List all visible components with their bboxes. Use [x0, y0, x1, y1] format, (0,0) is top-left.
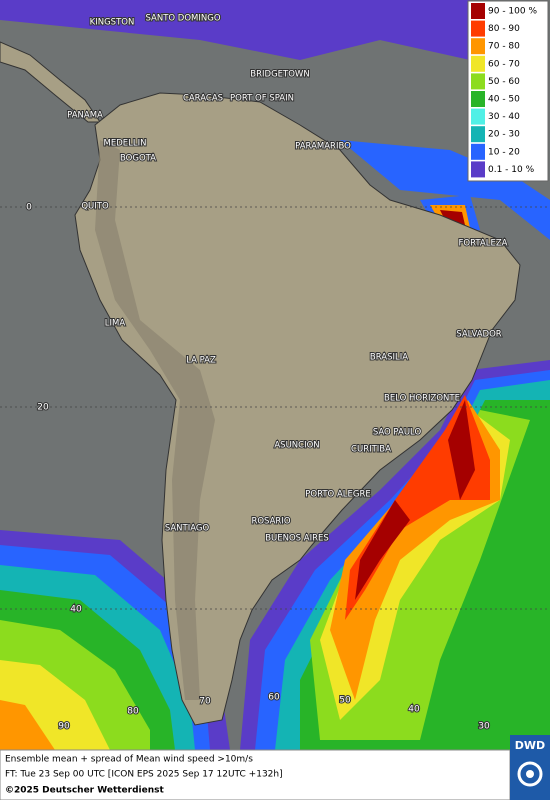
- city-label: BOGOTA: [120, 154, 156, 164]
- wind-areas: [0, 0, 550, 750]
- city-label: ASUNCION: [274, 441, 319, 451]
- lon-label: 80: [127, 707, 139, 717]
- central-america: [0, 41, 101, 123]
- lat-label: 20: [37, 403, 49, 413]
- legend-label: 70 - 80: [488, 42, 520, 52]
- city-label: SANTIAGO: [165, 524, 210, 534]
- city-label: LA PAZ: [186, 356, 216, 366]
- city-label: MEDELLIN: [104, 139, 147, 149]
- grid-lines: [0, 206, 550, 610]
- lon-label: 60: [268, 693, 280, 703]
- legend-label: 80 - 90: [488, 24, 520, 34]
- logo-swirl: [517, 761, 543, 787]
- legend-swatch: [471, 126, 485, 143]
- lon-label: 30: [478, 722, 490, 732]
- legend-label: 50 - 60: [488, 77, 520, 87]
- legend-label: 40 - 50: [488, 95, 520, 105]
- legend-label: 0.1 - 10 %: [488, 165, 535, 175]
- legend-swatch: [471, 91, 485, 107]
- city-label: BRIDGETOWN: [250, 70, 309, 80]
- andes: [95, 140, 215, 700]
- footer-box: [0, 749, 511, 800]
- lon-label: 90: [58, 722, 70, 732]
- legend-label: 60 - 70: [488, 59, 520, 69]
- city-label: BELO HORIZONTE: [384, 394, 460, 404]
- city-label: PORTO ALEGRE: [305, 490, 370, 500]
- city-label: FORTALEZA: [459, 239, 508, 249]
- legend-swatch: [471, 108, 485, 125]
- lon-label: 70: [199, 697, 211, 707]
- city-label: ROSARIO: [251, 517, 290, 527]
- lat-label: 40: [70, 605, 82, 615]
- legend-swatch: [471, 3, 485, 19]
- legend: 90 - 100 % 80 - 90 70 - 80 60 - 70 50 - 60 40…: [467, 0, 549, 182]
- lon-label: 50: [339, 696, 351, 706]
- legend-label: 20 - 30: [488, 130, 520, 140]
- legend-swatch: [471, 143, 485, 160]
- footer-line: ©2025 Deutscher Wetterdienst: [5, 786, 164, 796]
- legend-swatch: [471, 20, 485, 37]
- legend-label: 30 - 40: [488, 112, 520, 122]
- city-label: PANAMA: [67, 111, 103, 121]
- city-label: CARACAS: [183, 94, 223, 104]
- city-label: BRASILIA: [370, 353, 408, 363]
- legend-label: 10 - 20: [488, 147, 520, 157]
- city-label: PARAMARIBO: [295, 142, 351, 152]
- logo-box: [510, 735, 550, 800]
- lon-label: 40: [408, 705, 420, 715]
- footer-line: Ensemble mean + spread of Mean wind spee…: [5, 755, 253, 765]
- labels: KINGSTON SANTO DOMINGO BRIDGETOWN CARACAS PO…: [25, 13, 509, 733]
- footer-line: FT: Tue 23 Sep 00 UTC [ICON EPS 2025 Sep…: [5, 770, 283, 780]
- lat-label: 0: [26, 203, 32, 213]
- legend-swatch: [471, 73, 485, 90]
- city-label: LIMA: [105, 319, 126, 329]
- legend-swatch: [471, 161, 485, 178]
- city-label: SALVADOR: [456, 330, 501, 340]
- city-label: CURITIBA: [351, 445, 391, 455]
- logo-swirl: [526, 770, 534, 778]
- city-label: KINGSTON: [90, 18, 135, 28]
- legend-swatch: [471, 38, 485, 55]
- city-label: PORT OF SPAIN: [230, 94, 294, 104]
- city-label: SAO PAULO: [373, 428, 422, 438]
- legend-swatch: [471, 55, 485, 72]
- city-label: QUITO: [81, 202, 109, 212]
- city-label: SANTO DOMINGO: [145, 14, 220, 24]
- city-label: BUENOS AIRES: [265, 534, 329, 544]
- legend-label: 90 - 100 %: [488, 7, 537, 17]
- logo: DWD: [515, 739, 545, 752]
